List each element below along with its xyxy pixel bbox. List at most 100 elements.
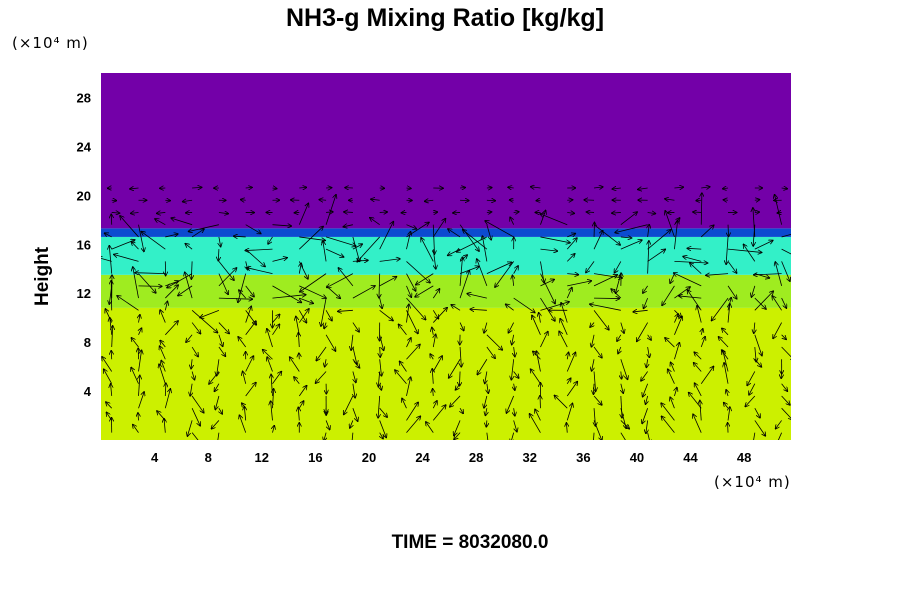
wind-vector xyxy=(531,187,541,188)
wind-vector xyxy=(593,346,602,358)
wind-vector xyxy=(299,236,325,240)
wind-vector xyxy=(513,297,535,312)
wind-vector xyxy=(241,200,246,201)
wind-vector xyxy=(138,273,156,293)
wind-vector xyxy=(272,295,305,299)
wind-vector xyxy=(689,393,702,409)
wind-vector xyxy=(700,225,713,238)
wind-vector xyxy=(506,395,515,413)
wind-vector xyxy=(753,224,755,246)
wind-vector xyxy=(648,241,649,274)
wind-vector xyxy=(477,359,488,374)
wind-vector xyxy=(486,346,495,358)
wind-vector xyxy=(402,398,407,409)
y-tick-label: 4 xyxy=(84,384,92,399)
x-tick-label: 20 xyxy=(362,450,376,465)
wind-vector xyxy=(460,347,461,367)
wind-vector xyxy=(781,261,790,281)
wind-vector xyxy=(593,395,602,405)
wind-vector xyxy=(647,249,666,262)
mixing-ratio-field xyxy=(101,73,791,440)
wind-vector xyxy=(567,274,578,275)
wind-vector xyxy=(344,212,353,213)
wind-vector xyxy=(141,232,166,250)
wind-vector xyxy=(513,266,518,274)
wind-vector xyxy=(185,272,193,299)
wind-vector xyxy=(513,212,519,213)
x-tick-label: 8 xyxy=(205,450,212,465)
wind-vector xyxy=(674,273,702,287)
wind-vector xyxy=(245,249,273,250)
x-tick-label: 32 xyxy=(523,450,537,465)
wind-vector xyxy=(343,225,353,227)
wind-vector xyxy=(648,334,651,340)
wind-vector xyxy=(670,273,675,284)
wind-vector xyxy=(191,322,200,334)
wind-vector xyxy=(665,338,675,348)
wind-vector xyxy=(217,359,219,375)
wind-vector xyxy=(267,357,273,372)
wind-vector xyxy=(338,310,353,311)
wind-vector xyxy=(243,371,247,384)
wind-vector xyxy=(165,285,178,299)
wind-vector xyxy=(321,298,327,326)
x-tick-label: 36 xyxy=(576,450,590,465)
wind-vector xyxy=(637,322,648,342)
wind-vector xyxy=(621,371,622,378)
wind-vector xyxy=(781,383,788,391)
wind-vector xyxy=(697,306,702,323)
wind-vector xyxy=(114,254,139,262)
wind-vector xyxy=(620,322,624,334)
wind-vector xyxy=(395,370,407,384)
wind-vector xyxy=(218,249,219,261)
wind-vector xyxy=(620,240,642,250)
wind-vector xyxy=(486,262,512,274)
wind-vector xyxy=(700,401,701,421)
wind-vector xyxy=(567,234,575,238)
wind-vector xyxy=(781,297,787,308)
wind-vector xyxy=(486,224,491,240)
wind-vector xyxy=(511,359,513,379)
wind-vector xyxy=(618,346,621,353)
wind-vector xyxy=(296,316,300,335)
wind-vector xyxy=(155,219,166,226)
wind-vector xyxy=(214,383,220,392)
wind-vector xyxy=(644,297,649,308)
wind-vector xyxy=(131,338,139,348)
wind-vector xyxy=(299,227,323,250)
wind-vector xyxy=(539,313,541,323)
wind-vector xyxy=(593,310,609,329)
wind-vector xyxy=(448,229,461,238)
wind-vector xyxy=(754,297,766,309)
wind-vector xyxy=(776,420,782,428)
wind-vector xyxy=(272,426,274,433)
wind-vector xyxy=(165,234,178,238)
wind-vector xyxy=(294,377,300,384)
wind-vector xyxy=(218,346,226,356)
wind-vector xyxy=(380,359,382,376)
wind-vector xyxy=(460,407,463,413)
wind-vector xyxy=(781,407,791,419)
wind-vector xyxy=(614,261,622,272)
wind-vector xyxy=(406,285,411,297)
wind-vector xyxy=(484,322,487,333)
wind-vector xyxy=(219,236,221,247)
wind-vector xyxy=(559,331,568,348)
wind-vector xyxy=(621,383,623,393)
wind-vector xyxy=(728,224,729,237)
wind-vector xyxy=(511,432,514,440)
wind-vector xyxy=(593,273,622,278)
wind-vector xyxy=(323,241,327,262)
wind-vector xyxy=(513,420,517,431)
wind-vector xyxy=(646,359,647,367)
wind-vector xyxy=(754,240,773,250)
wind-vector xyxy=(695,383,702,397)
wind-vector xyxy=(616,273,622,294)
wind-vector xyxy=(218,261,234,280)
wind-vector xyxy=(271,401,273,421)
wind-vector xyxy=(191,346,198,357)
wind-vector xyxy=(540,279,554,287)
wind-vector xyxy=(594,408,595,426)
wind-vector xyxy=(470,309,487,310)
